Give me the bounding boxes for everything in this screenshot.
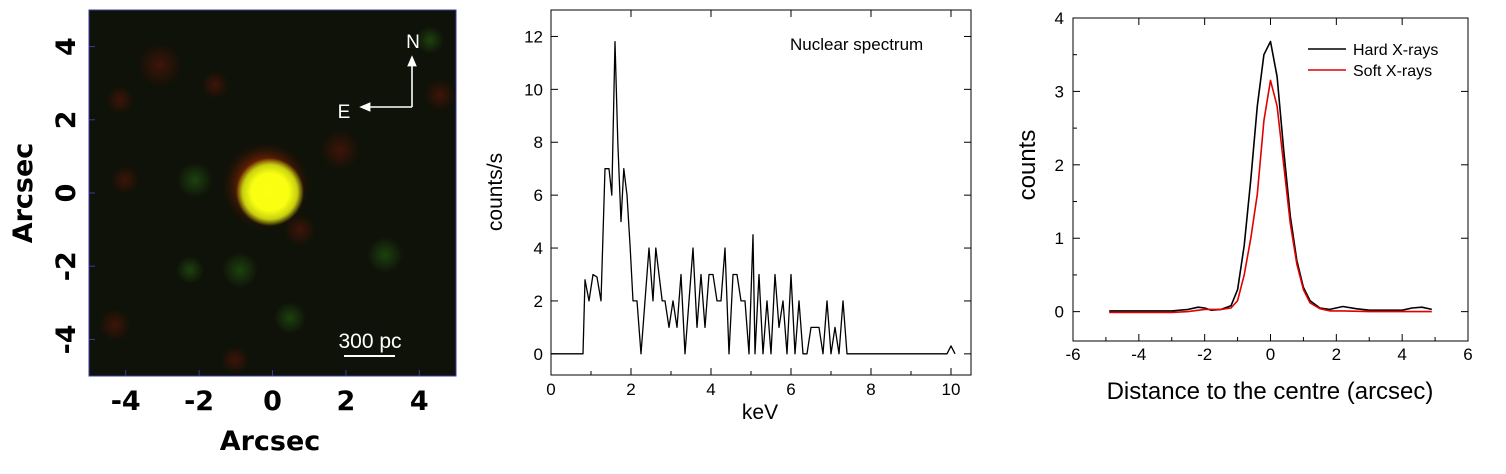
panel1-y-tick-label: -4: [51, 324, 82, 354]
scale-bar-label: 300 pc: [338, 330, 401, 353]
panel1-x-tick-label: -2: [184, 386, 214, 417]
compass-north-label: N: [406, 32, 420, 53]
panel3-x-tick-label: 6: [1463, 345, 1472, 364]
panel1-y-tick-label: -2: [51, 251, 82, 281]
panel3-x-tick-label: -4: [1131, 345, 1146, 364]
panel3-x-tick-label: 0: [1266, 345, 1275, 364]
panel3-y-tick-label: 0: [1055, 303, 1064, 322]
nucleus-core: [236, 158, 304, 226]
panel2-y-tick-label: 0: [534, 345, 543, 364]
panel1-y-tick-label: 4: [51, 37, 82, 56]
panel2-y-tick-label: 12: [524, 27, 543, 46]
panel2-x-tick-label: 10: [942, 380, 961, 399]
noise-blob: [367, 237, 403, 273]
noise-blob: [416, 26, 444, 54]
panel1-x-tick-label: 0: [263, 386, 282, 417]
panel2-x-tick-label: 2: [626, 380, 635, 399]
noise-blob: [106, 86, 134, 114]
panel3-x-tick-label: 2: [1332, 345, 1341, 364]
panel3-y-tick-label: 1: [1055, 229, 1064, 248]
noise-blob: [424, 79, 456, 111]
noise-blob: [274, 302, 306, 334]
panel2-y-axis-label: counts/s: [484, 153, 507, 231]
panel2-y-tick-label: 6: [534, 186, 543, 205]
noise-blob: [99, 309, 131, 341]
legend-label-soft: Soft X-rays: [1353, 63, 1432, 80]
noise-blob: [221, 346, 249, 374]
noise-blob: [176, 256, 204, 284]
panel1-x-tick-label: -4: [111, 386, 141, 417]
noise-blob: [320, 130, 360, 170]
panel3-x-axis-label: Distance to the centre (arcsec): [1107, 378, 1434, 405]
panel1-x-tick-label: 4: [410, 386, 429, 417]
soft-xray-series-line: [1109, 79, 1432, 314]
panel3-x-tick-label: -2: [1197, 345, 1212, 364]
noise-blob: [222, 252, 258, 288]
panel2-y-tick-label: 2: [534, 292, 543, 311]
panel1-x-tick-label: 2: [337, 386, 356, 417]
panel1-y-tick-label: 0: [51, 184, 82, 203]
spectrum-series-line: [551, 41, 956, 355]
panel1-x-axis-label: Arcsec: [220, 426, 321, 457]
nuclear-spectrum-panel: 0 2 4 6 8 10 0 2 4 6 8 10 12 Nuclear spectrum keV co…: [484, 9, 972, 424]
spectrum-annotation: Nuclear spectrum: [790, 35, 923, 54]
noise-blob: [138, 43, 182, 87]
noise-blob: [284, 214, 316, 246]
panel3-y-tick-label: 3: [1055, 82, 1064, 101]
panel1-y-tick-label: 2: [51, 110, 82, 129]
compass-east-label: E: [338, 102, 351, 123]
noise-blob: [201, 71, 229, 99]
panel2-x-axis-label: keV: [742, 401, 778, 424]
panel3-x-tick-label: 4: [1397, 345, 1406, 364]
panel2-x-tick-label: 8: [866, 380, 875, 399]
legend-label-hard: Hard X-rays: [1353, 42, 1438, 59]
panel3-y-tick-label: 4: [1055, 9, 1064, 28]
hard-xray-series-line: [1109, 40, 1432, 312]
panel3-x-tick-label: -6: [1065, 345, 1080, 364]
panel1-y-axis-label: Arcsec: [8, 143, 39, 244]
panel2-x-tick-label: 6: [786, 380, 795, 399]
panel2-y-tick-label: 8: [534, 133, 543, 152]
noise-blob: [111, 166, 139, 194]
panel2-y-tick-label: 10: [524, 80, 543, 99]
panel3-y-tick-label: 2: [1055, 156, 1064, 175]
panel2-frame: [550, 9, 972, 376]
panel2-y-tick-label: 4: [534, 239, 543, 258]
noise-blob: [177, 162, 213, 198]
xray-image-panel: N E 300 pc -4 -2 0 2 4 4 2 0 -2 -4 Arcsec Arcsec: [8, 9, 457, 457]
panel2-x-tick-label: 4: [706, 380, 715, 399]
panel3-y-axis-label: counts: [1014, 130, 1041, 201]
panel2-x-tick-label: 0: [546, 380, 555, 399]
